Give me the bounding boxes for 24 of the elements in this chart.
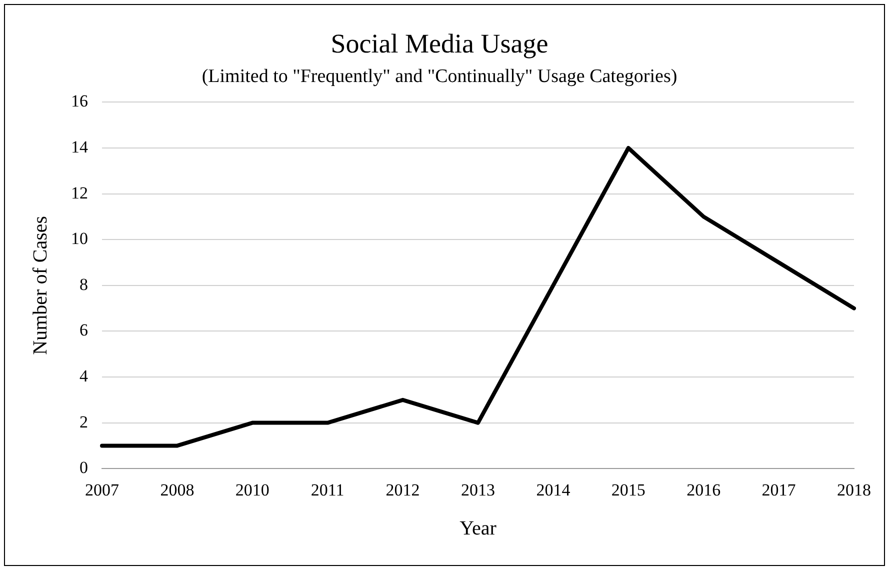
y-tick-label: 10: [71, 229, 88, 248]
x-tick-label: 2007: [85, 480, 120, 500]
x-tick-label: 2013: [461, 480, 495, 500]
y-tick-label: 6: [80, 320, 88, 340]
x-axis-title: Year: [460, 517, 497, 540]
y-tick-label: 16: [71, 92, 88, 111]
chart-title: Social Media Usage: [330, 28, 548, 58]
y-tick-label: 14: [71, 137, 88, 156]
chart-subtitle: (Limited to "Frequently" and "Continually" Usage Categories): [202, 66, 678, 87]
x-tick-label: 2015: [611, 480, 646, 500]
x-tick-label: 2016: [686, 480, 721, 500]
x-tick-label: 2014: [536, 480, 571, 500]
x-tick-label: 2011: [310, 480, 344, 500]
x-tick-label: 2017: [762, 480, 796, 500]
x-tick-label: 2008: [160, 480, 194, 500]
y-tick-label: 4: [80, 366, 88, 386]
x-tick-label: 2012: [386, 480, 420, 500]
y-tick-label: 0: [80, 458, 88, 478]
y-tick-label: 12: [71, 183, 88, 202]
x-tick-label: 2018: [837, 480, 871, 500]
x-tick-label: 2010: [235, 480, 270, 500]
y-axis-title: Number of Cases: [29, 216, 52, 355]
y-tick-label: 2: [80, 412, 88, 432]
y-tick-label: 8: [80, 274, 88, 294]
